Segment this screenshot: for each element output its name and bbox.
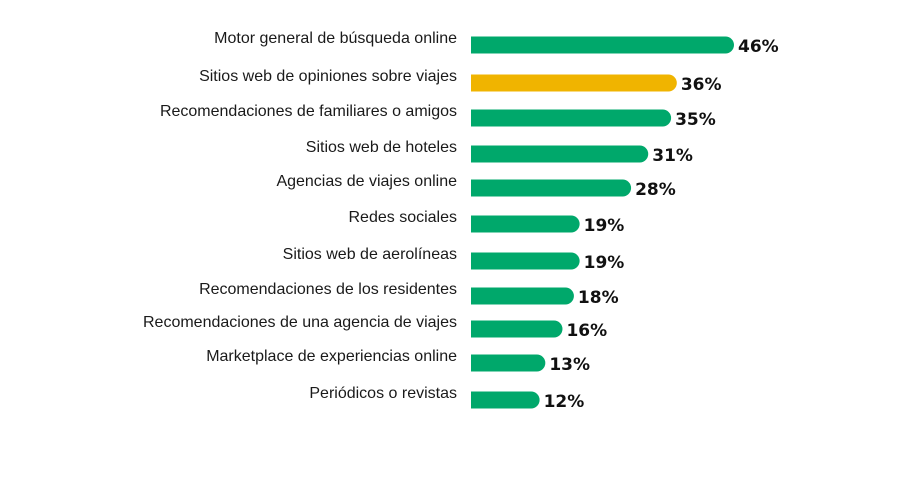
value-label-3: 31%	[652, 146, 693, 166]
bar-9	[471, 354, 546, 372]
bar-6	[471, 252, 580, 270]
bar-8	[471, 320, 563, 338]
category-label-4: Agencias de viajes online	[276, 173, 457, 190]
bar-2	[471, 109, 672, 127]
category-label-6: Sitios web de aerolíneas	[283, 246, 457, 263]
value-label-1: 36%	[681, 75, 722, 95]
bar-5	[471, 215, 580, 233]
value-label-10: 12%	[544, 392, 585, 412]
category-label-1: Sitios web de opiniones sobre viajes	[199, 68, 457, 85]
bar-10	[471, 391, 540, 409]
value-label-9: 13%	[549, 355, 590, 375]
bars-layer	[471, 36, 734, 409]
value-label-8: 16%	[566, 321, 607, 341]
category-label-3: Sitios web de hoteles	[306, 139, 457, 156]
bar-7	[471, 287, 574, 305]
value-label-2: 35%	[675, 110, 716, 130]
value-label-6: 19%	[584, 253, 625, 273]
bar-4	[471, 179, 632, 197]
category-label-9: Marketplace de experiencias online	[206, 348, 457, 365]
bar-1	[471, 74, 677, 92]
category-label-8: Recomendaciones de una agencia de viajes	[143, 314, 457, 331]
bar-3	[471, 145, 649, 163]
value-label-7: 18%	[578, 288, 619, 308]
category-label-0: Motor general de búsqueda online	[214, 30, 457, 47]
bar-0	[471, 36, 734, 54]
category-label-5: Redes sociales	[349, 209, 458, 226]
category-label-10: Periódicos o revistas	[309, 385, 457, 402]
category-labels-layer: Motor general de búsqueda online Sitios w…	[143, 30, 457, 402]
value-label-0: 46%	[738, 37, 779, 57]
value-label-4: 28%	[635, 180, 676, 200]
category-label-7: Recomendaciones de los residentes	[199, 281, 457, 298]
value-labels-layer: 46% 36% 35% 31% 28% 19% 19% 18% 16% 13% 12%	[544, 37, 779, 412]
category-label-2: Recomendaciones de familiares o amigos	[160, 103, 457, 120]
value-label-5: 19%	[584, 216, 625, 236]
